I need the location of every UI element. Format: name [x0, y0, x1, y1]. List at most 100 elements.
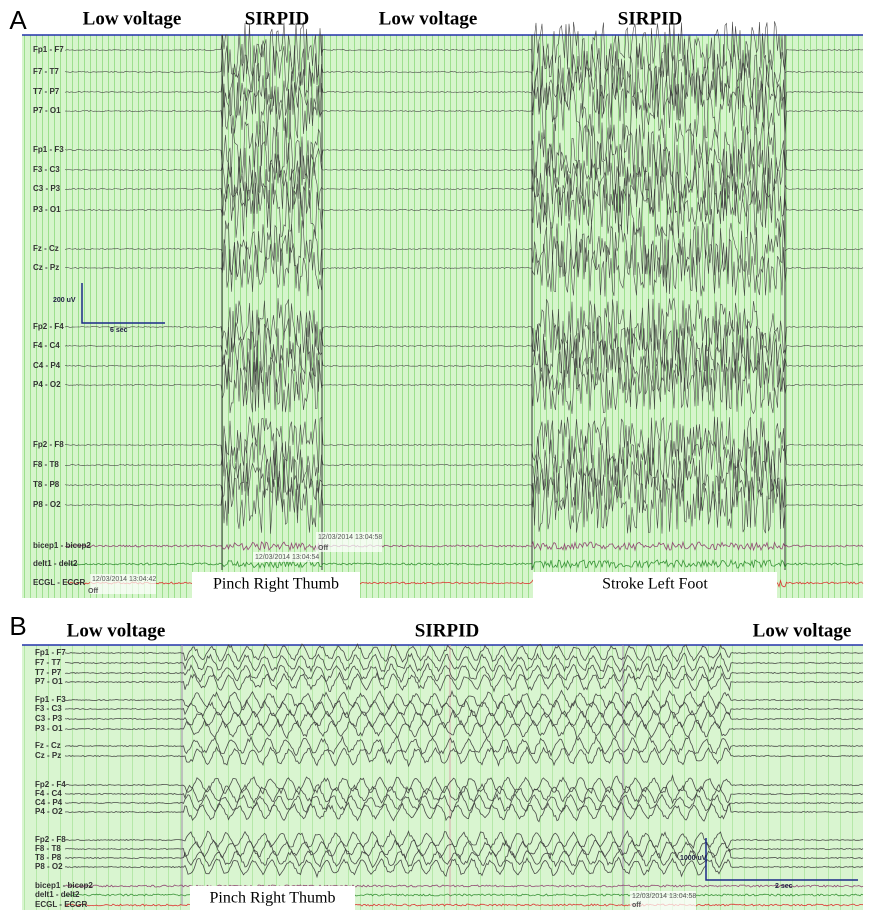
channel-label: P4 - O2: [35, 807, 63, 816]
trace: [64, 120, 864, 180]
channel-label: ECGL - ECGR: [35, 900, 88, 909]
channel-label: F3 - C3: [35, 704, 62, 713]
scale-bar: [705, 838, 858, 881]
channel-label: T8 - P8: [33, 480, 60, 489]
trace: [64, 43, 864, 101]
trace: [65, 416, 864, 474]
scale-time: 2 sec: [775, 883, 793, 890]
event-box: [192, 572, 360, 598]
trace: [64, 718, 864, 740]
channel-label: F8 - T8: [33, 460, 59, 469]
trace: [64, 774, 864, 796]
timestamp-state: Off: [318, 545, 329, 552]
channel-label: bicep1 - bicep2: [35, 881, 93, 890]
channel-label: delt1 - delt2: [33, 559, 78, 568]
channel-label: T7 - P7: [35, 668, 62, 677]
timestamp: 12/03/2014 13:04:54: [255, 554, 319, 561]
timestamp: 12/03/2014 13:04:58: [632, 893, 696, 900]
channel-label: Cz - Pz: [33, 263, 59, 272]
trace: [64, 181, 864, 239]
trace: [64, 783, 864, 805]
channel-label: Fz - Cz: [35, 741, 61, 750]
channel-label: F7 - T7: [33, 67, 59, 76]
channel-label: P8 - O2: [33, 500, 61, 509]
channel-label: P8 - O2: [35, 862, 63, 871]
timestamp-box: [630, 891, 696, 910]
event-label: Pinch Right Thumb: [213, 576, 339, 593]
timestamp-box: [316, 532, 382, 552]
trace: [64, 652, 863, 674]
event-label: Pinch Right Thumb: [210, 890, 336, 907]
channel-label: P7 - O1: [33, 106, 61, 115]
timestamp: 12/03/2014 13:04:58: [318, 534, 382, 541]
trace: [64, 220, 864, 278]
channel-label: Fp1 - F3: [33, 145, 64, 154]
channel-label: delt1 - delt2: [35, 890, 80, 899]
trace: [64, 297, 864, 356]
trace: [64, 671, 864, 693]
channel-label: P3 - O1: [35, 724, 63, 733]
channel-label: F3 - C3: [33, 165, 60, 174]
channel-label: ECGL - ECGR: [33, 578, 86, 587]
panel-label: B: [9, 611, 26, 641]
channel-label: Fp2 - F4: [33, 322, 64, 331]
timestamp-box: [253, 552, 319, 562]
trace: [64, 337, 864, 395]
channel-label: C4 - P4: [33, 361, 61, 370]
trace: [64, 82, 864, 140]
channel-label: bicep1 - bicep2: [33, 541, 91, 550]
scale-amplitude: 200 uV: [53, 297, 76, 304]
event-label: Stroke Left Foot: [602, 576, 708, 593]
trace: [64, 317, 864, 375]
channel-label: Fp2 - F4: [35, 780, 66, 789]
channel-label: F4 - C4: [35, 789, 62, 798]
channel-label: Fp2 - F8: [35, 835, 66, 844]
section-header: SIRPID: [415, 620, 479, 641]
section-header: Low voltage: [83, 8, 182, 29]
section-header: Low voltage: [753, 620, 852, 641]
trace: [64, 476, 864, 534]
scale-time: 6 sec: [110, 327, 128, 334]
timestamp: 12/03/2014 13:04:42: [92, 576, 156, 583]
scale-amplitude: 1000 uV: [680, 855, 707, 862]
trace: [64, 643, 864, 663]
trace: [64, 662, 864, 684]
trace: [64, 456, 864, 514]
channel-label: Cz - Pz: [35, 751, 61, 760]
trace: [64, 62, 864, 122]
channel-label: Fp2 - F8: [33, 440, 64, 449]
trace: [64, 734, 864, 758]
trace: [65, 436, 864, 495]
timestamp-state: off: [632, 902, 642, 909]
channel-label: P4 - O2: [33, 380, 61, 389]
section-header: Low voltage: [379, 8, 478, 29]
channel-label: T7 - P7: [33, 87, 60, 96]
channel-label: C3 - P3: [35, 714, 63, 723]
trace: [64, 141, 864, 199]
trace: [64, 540, 864, 552]
trace: [64, 848, 864, 869]
trace: [64, 21, 864, 79]
channel-label: C3 - P3: [33, 184, 61, 193]
section-header: SIRPID: [245, 8, 309, 29]
trace: [64, 356, 864, 415]
section-header: Low voltage: [67, 620, 166, 641]
trace: [64, 160, 863, 217]
channel-label: C4 - P4: [35, 798, 63, 807]
event-box: [533, 572, 777, 598]
section-header: SIRPID: [618, 8, 682, 29]
event-box: [190, 886, 355, 910]
channel-label: Fp1 - F7: [35, 648, 66, 657]
panel-label: A: [9, 5, 27, 35]
channel-label: Fp1 - F7: [33, 45, 64, 54]
trace: [64, 829, 863, 851]
channel-label: F7 - T7: [35, 658, 61, 667]
channel-label: F8 - T8: [35, 844, 61, 853]
scale-bar: [81, 283, 165, 324]
channel-label: T8 - P8: [35, 853, 62, 862]
trace: [64, 558, 864, 570]
trace: [64, 801, 863, 823]
trace: [64, 699, 864, 720]
timestamp-box: [90, 574, 156, 594]
